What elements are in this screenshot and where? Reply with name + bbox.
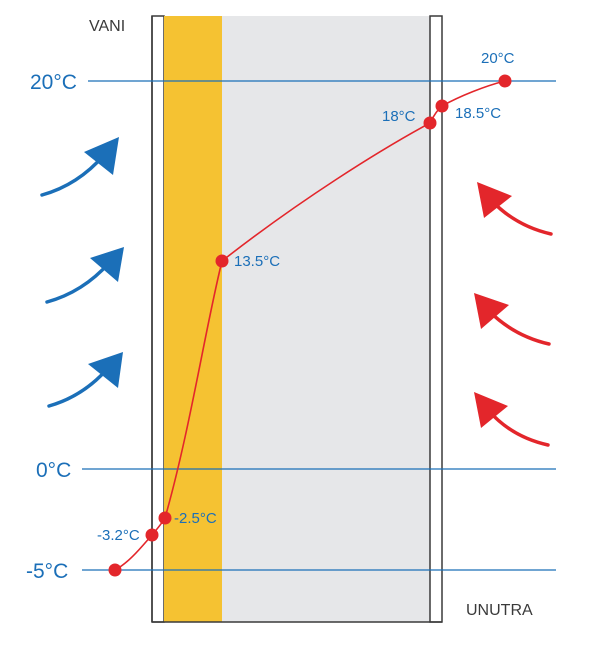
temperature-point-20 [498,74,512,88]
reference-label-minus5: -5°C [26,560,68,583]
temperature-label-13-5: 13.5°C [234,253,280,270]
warm-air-arrow-2 [474,293,551,346]
temperature-point-13-5 [215,254,229,268]
temperature-point-minus3-2 [145,528,159,542]
warm-air-arrow-1 [477,182,553,236]
masonry-layer [222,16,430,622]
cold-air-arrow-1 [40,137,119,197]
temperature-label-minus3-2: -3.2°C [97,527,140,544]
reference-label-0: 0°C [36,459,71,482]
temperature-label-minus2-5: -2.5°C [174,510,217,527]
temperature-point-18-5 [435,99,449,113]
temperature-point-minus2-5 [158,511,172,525]
warm-air-arrow-3 [474,392,550,447]
temperature-label-18-5: 18.5°C [455,105,501,122]
outside-label: VANI [89,18,125,35]
temperature-label-18: 18°C [382,108,416,125]
temperature-point-minus5 [108,563,122,577]
cold-air-arrow-3 [47,352,123,408]
reference-label-20: 20°C [30,71,77,94]
insulation-layer [164,16,222,622]
cold-air-arrow-2 [45,247,124,304]
temperature-point-18 [423,116,437,130]
temperature-label-20: 20°C [481,50,515,67]
inside-label: UNUTRA [466,602,533,619]
